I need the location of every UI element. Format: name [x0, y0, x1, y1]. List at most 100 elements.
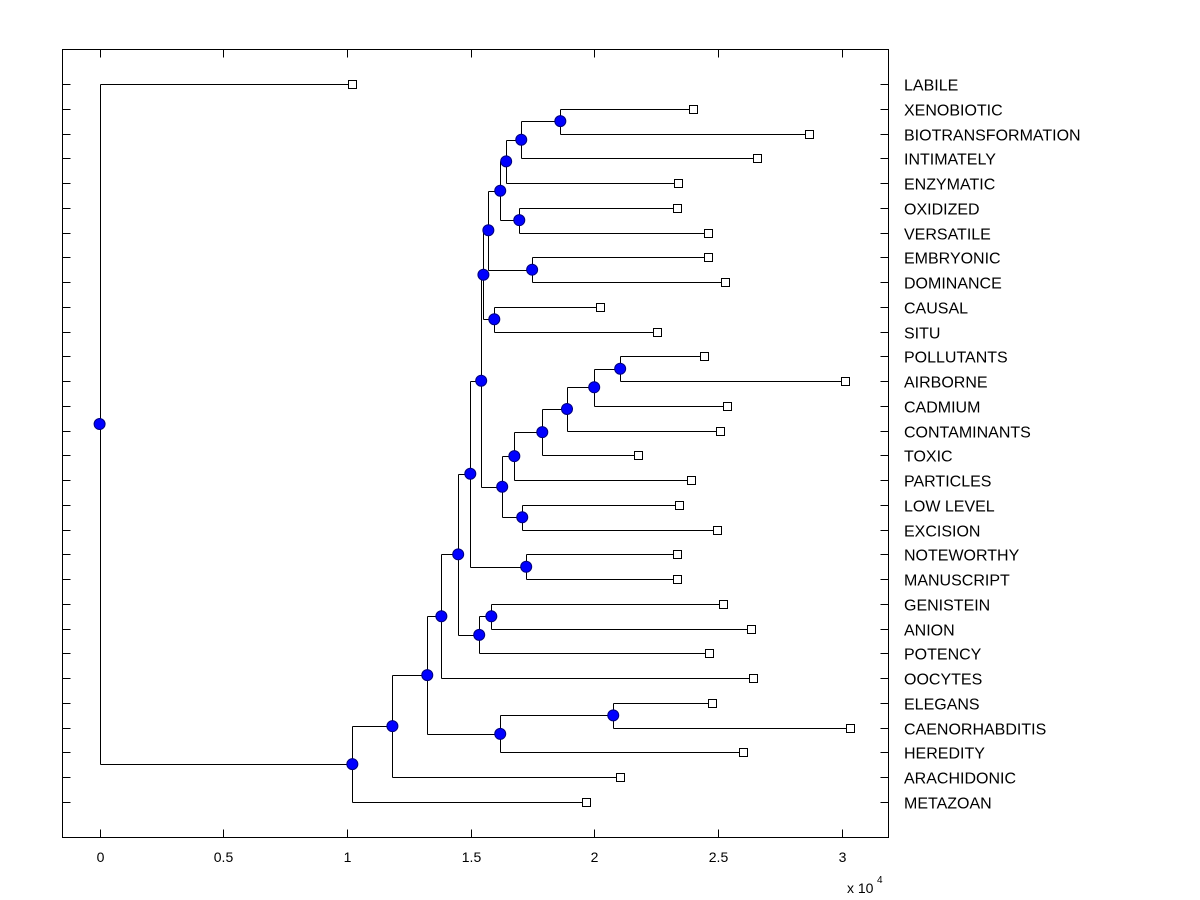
leaf-marker — [673, 575, 682, 584]
cluster-node — [526, 263, 539, 276]
cluster-node — [494, 184, 507, 197]
leaf-marker — [708, 699, 717, 708]
leaf-label: POTENCY — [904, 647, 982, 664]
x-scale-label: x 10 — [847, 880, 874, 896]
x-tick-label: 1.5 — [462, 849, 482, 865]
leaf-label: GENISTEIN — [904, 598, 990, 615]
leaf-marker — [749, 674, 758, 683]
cluster-node — [614, 362, 627, 375]
leaf-label: METAZOAN — [904, 796, 992, 813]
leaf-marker — [687, 476, 696, 485]
leaf-labels: LABILE XENOBIOTIC BIOTRANSFORMATION INTIMAT… — [904, 78, 1081, 813]
plot-area — [62, 49, 889, 838]
cluster-node — [477, 268, 490, 281]
x-tick-label: 1 — [344, 849, 352, 865]
x-scale-exponent: 4 — [877, 875, 883, 886]
leaf-marker — [716, 427, 725, 436]
leaf-marker — [674, 179, 683, 188]
leaf-marker — [704, 253, 713, 262]
leaf-marker — [616, 773, 625, 782]
leaf-label: ENZYMATIC — [904, 177, 995, 194]
leaf-marker — [723, 402, 732, 411]
cluster-node — [473, 628, 486, 641]
cluster-node — [488, 313, 501, 326]
leaf-marker — [689, 105, 698, 114]
leaf-label: AIRBORNE — [904, 375, 988, 392]
cluster-node — [516, 511, 529, 524]
leaf-marker — [704, 229, 713, 238]
leaf-label: MANUSCRIPT — [904, 573, 1010, 590]
leaf-marker — [713, 526, 722, 535]
cluster-node — [508, 450, 521, 463]
cluster-node — [515, 133, 528, 146]
leaf-label: ANION — [904, 623, 955, 640]
x-tick-label: 3 — [839, 849, 847, 865]
leaf-label: NOTEWORTHY — [904, 548, 1020, 565]
cluster-node — [485, 610, 498, 623]
cluster-node — [494, 727, 507, 740]
cluster-node — [496, 480, 509, 493]
leaf-label: HEREDITY — [904, 746, 985, 763]
cluster-node — [588, 381, 601, 394]
x-tick-label: 2.5 — [709, 849, 729, 865]
leaf-marker — [673, 550, 682, 559]
cluster-node — [464, 467, 477, 480]
leaf-marker — [582, 798, 591, 807]
x-tick-label: 0.5 — [214, 849, 234, 865]
leaf-label: POLLUTANTS — [904, 350, 1008, 367]
leaf-marker — [653, 328, 662, 337]
cluster-node — [452, 548, 465, 561]
leaf-label: TOXIC — [904, 449, 953, 466]
cluster-node — [93, 418, 106, 431]
leaf-marker — [805, 130, 814, 139]
leaf-label: DOMINANCE — [904, 276, 1002, 293]
cluster-node — [435, 610, 448, 623]
leaf-label: PARTICLES — [904, 474, 991, 491]
leaf-label: ELEGANS — [904, 697, 980, 714]
cluster-node — [475, 374, 488, 387]
leaf-marker — [721, 278, 730, 287]
cluster-node — [482, 224, 495, 237]
x-tick-label: 2 — [591, 849, 599, 865]
cluster-node — [513, 214, 526, 227]
leaf-marker — [747, 625, 756, 634]
leaf-label: CADMIUM — [904, 400, 980, 417]
leaf-marker — [705, 649, 714, 658]
leaf-marker — [634, 451, 643, 460]
leaf-label: CAUSAL — [904, 301, 968, 318]
cluster-node — [500, 155, 513, 168]
leaf-label: OXIDIZED — [904, 202, 980, 219]
cluster-node — [421, 669, 434, 682]
leaf-marker — [700, 352, 709, 361]
leaf-label: OOCYTES — [904, 672, 982, 689]
axis-ticks — [62, 49, 889, 838]
leaf-marker — [673, 204, 682, 213]
leaf-label: LOW LEVEL — [904, 499, 995, 516]
leaf-label: ARACHIDONIC — [904, 771, 1016, 788]
leaf-label: CAENORHABDITIS — [904, 722, 1046, 739]
tree-markers — [93, 80, 855, 807]
leaf-label: CONTAMINANTS — [904, 425, 1031, 442]
leaf-label: VERSATILE — [904, 227, 991, 244]
leaf-marker — [753, 154, 762, 163]
leaf-marker — [719, 600, 728, 609]
x-tick-labels: 0 0.5 1 1.5 2 2.5 3 — [97, 849, 847, 865]
leaf-label: INTIMATELY — [904, 152, 996, 169]
leaf-label: SITU — [904, 326, 940, 343]
leaf-marker — [348, 80, 357, 89]
cluster-node — [386, 720, 399, 733]
leaf-marker — [675, 501, 684, 510]
cluster-node — [554, 115, 567, 128]
leaf-label: EMBRYONIC — [904, 251, 1001, 268]
leaf-marker — [739, 748, 748, 757]
leaf-marker — [596, 303, 605, 312]
cluster-node — [607, 709, 620, 722]
leaf-label: LABILE — [904, 78, 958, 95]
cluster-node — [536, 426, 549, 439]
x-tick-label: 0 — [97, 849, 105, 865]
cluster-node — [561, 402, 574, 415]
cluster-node — [346, 758, 359, 771]
leaf-label: XENOBIOTIC — [904, 103, 1003, 120]
leaf-label: EXCISION — [904, 524, 980, 541]
